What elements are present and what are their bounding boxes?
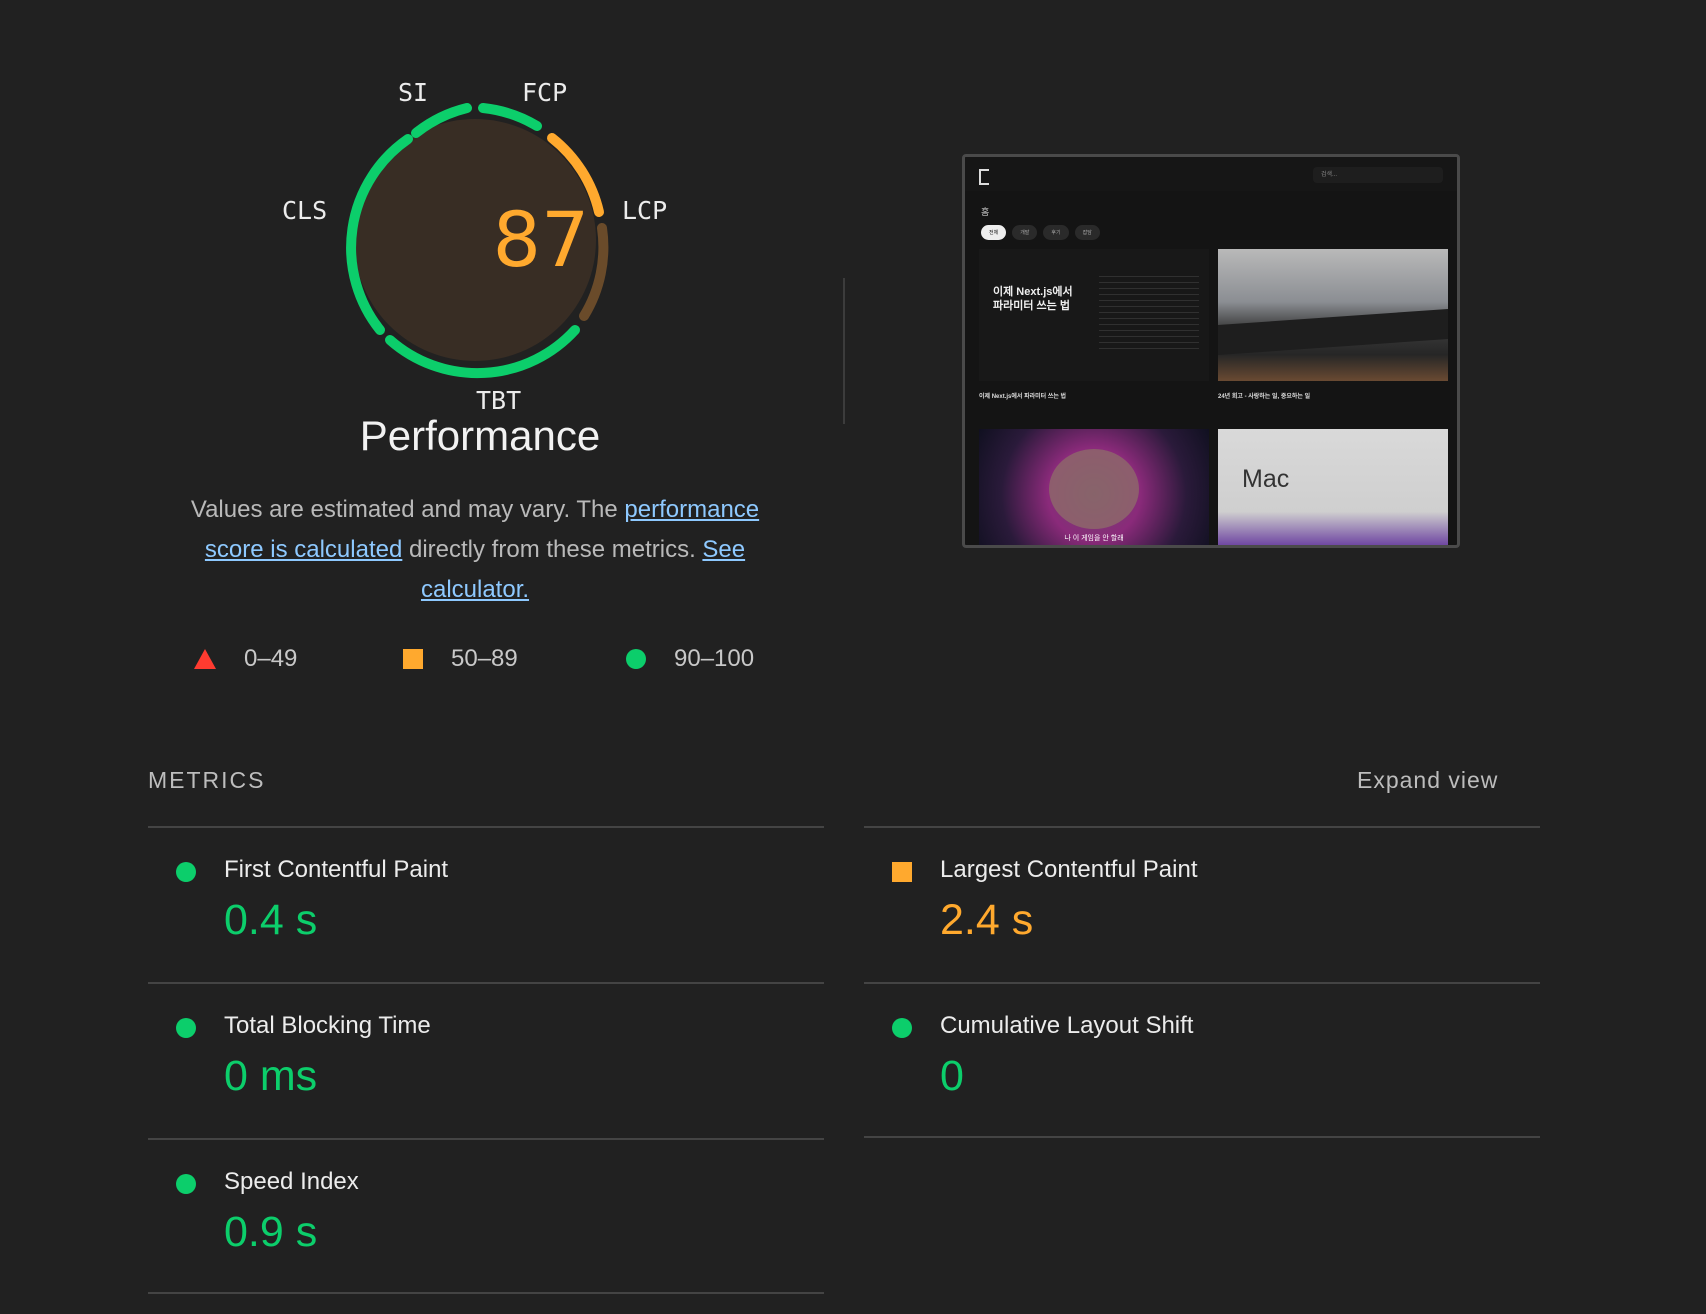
legend-range: 90–100 bbox=[674, 645, 755, 672]
gauge-arc-cls bbox=[346, 134, 413, 335]
vertical-divider bbox=[843, 278, 845, 424]
gauge-label-tbt: TBT bbox=[476, 386, 522, 415]
average-square-icon bbox=[892, 862, 912, 882]
code-thumbnail bbox=[1099, 271, 1199, 351]
description-text-1: Values are estimated and may vary. The bbox=[190, 496, 625, 523]
metric-cumulative-layout-shift: Cumulative Layout Shift 0 bbox=[864, 984, 1524, 1134]
game-thumbnail bbox=[1049, 449, 1139, 529]
preview-caption-title: 이제 Next.js에서 파라미터 쓰는 법 bbox=[979, 394, 1067, 400]
preview-card-mac: Mac bbox=[1218, 429, 1448, 545]
performance-score-link[interactable]: performance score is calculated bbox=[204, 496, 760, 563]
triangle-icon bbox=[194, 649, 216, 669]
roof-thumbnail bbox=[1218, 308, 1448, 356]
metric-name: Cumulative Layout Shift bbox=[940, 1012, 1194, 1039]
divider bbox=[148, 1138, 824, 1140]
preview-home-title: 홈 bbox=[981, 207, 990, 217]
score-description: Values are estimated and may vary. The p… bbox=[160, 490, 790, 610]
metric-value: 0 bbox=[940, 1052, 964, 1100]
preview-tab: 개발 bbox=[1012, 225, 1038, 240]
metric-name: Speed Index bbox=[224, 1168, 359, 1195]
preview-card-game: 나 이 게임을 안 할래 bbox=[979, 429, 1209, 545]
description-text-2: directly from these metrics. bbox=[402, 536, 703, 563]
preview-tab: 잡담 bbox=[1074, 225, 1100, 240]
gauge-ring bbox=[346, 103, 609, 379]
metric-value: 0.4 s bbox=[224, 896, 318, 944]
performance-gauge: 87 SI FCP LCP CLS TBT bbox=[250, 60, 710, 480]
preview-tab: 전체 bbox=[981, 225, 1007, 240]
expand-view-button[interactable]: Expand view bbox=[1357, 767, 1499, 793]
legend-range: 50–89 bbox=[451, 645, 518, 672]
divider bbox=[148, 826, 824, 828]
preview-caption-title: 24년 회고 - 사랑하는 일, 중요하는 일 bbox=[1218, 394, 1311, 400]
legend-item-average: 50–89 bbox=[403, 645, 518, 673]
divider bbox=[148, 1292, 824, 1294]
preview-card-mac-text: Mac bbox=[1242, 465, 1290, 493]
metric-speed-index: Speed Index 0.9 s bbox=[148, 1140, 808, 1290]
preview-tabs: 전체 개발 후기 잡담 bbox=[981, 225, 1100, 240]
metric-value: 0.9 s bbox=[224, 1208, 318, 1256]
gauge-arc-tbt bbox=[385, 325, 580, 379]
preview-search: 검색... bbox=[1313, 167, 1443, 183]
divider bbox=[148, 982, 824, 984]
divider bbox=[864, 1136, 1540, 1138]
metric-name: First Contentful Paint bbox=[224, 856, 449, 883]
gauge-label-cls: CLS bbox=[282, 196, 328, 225]
preview-card-retrospect bbox=[1218, 249, 1448, 381]
gauge-fill bbox=[354, 119, 596, 361]
gauge-arc-remainder bbox=[579, 223, 609, 321]
pass-circle-icon bbox=[176, 862, 196, 882]
legend-range: 0–49 bbox=[244, 645, 298, 672]
metric-name: Total Blocking Time bbox=[224, 1012, 431, 1039]
metric-total-blocking-time: Total Blocking Time 0 ms bbox=[148, 984, 808, 1134]
gauge-label-lcp: LCP bbox=[622, 196, 668, 225]
preview-tab: 후기 bbox=[1043, 225, 1069, 240]
site-logo-icon bbox=[979, 169, 989, 185]
gauge-label-si: SI bbox=[398, 78, 429, 107]
gauge-arc-si bbox=[411, 103, 472, 138]
preview-card-subtitle: 나 이 게임을 안 할래 bbox=[1064, 535, 1124, 542]
divider bbox=[864, 826, 1540, 828]
legend-item-pass: 90–100 bbox=[626, 645, 754, 673]
square-icon bbox=[403, 649, 423, 669]
metric-first-contentful-paint: First Contentful Paint 0.4 s bbox=[148, 828, 808, 978]
metrics-heading: METRICS bbox=[148, 767, 266, 793]
preview-header: 검색... bbox=[965, 157, 1457, 191]
pass-circle-icon bbox=[892, 1018, 912, 1038]
performance-title: Performance bbox=[359, 412, 601, 459]
circle-icon bbox=[626, 649, 646, 669]
see-calculator-link[interactable]: See calculator. bbox=[420, 536, 746, 603]
preview-caption-1: 이제 Next.js에서 파라미터 쓰는 법 bbox=[979, 393, 1209, 402]
preview-card-title: 이제 Next.js에서 파라미터 쓰는 법 bbox=[993, 286, 1073, 312]
performance-score: 87 bbox=[492, 195, 590, 284]
divider bbox=[864, 982, 1540, 984]
gauge-arc-lcp bbox=[547, 133, 604, 217]
page-screenshot-preview[interactable]: 검색... 홈 전체 개발 후기 잡담 이제 Next.js에서 파라미터 쓰는… bbox=[962, 154, 1460, 548]
legend-item-fail: 0–49 bbox=[194, 645, 297, 673]
gauge-label-fcp: FCP bbox=[522, 78, 568, 107]
preview-card-nextjs: 이제 Next.js에서 파라미터 쓰는 법 bbox=[979, 249, 1209, 381]
metric-largest-contentful-paint: Largest Contentful Paint 2.4 s bbox=[864, 828, 1524, 978]
pass-circle-icon bbox=[176, 1174, 196, 1194]
gauge-arc-fcp bbox=[478, 103, 542, 131]
metric-name: Largest Contentful Paint bbox=[940, 856, 1198, 883]
metric-value: 2.4 s bbox=[940, 896, 1034, 944]
preview-caption-2: 24년 회고 - 사랑하는 일, 중요하는 일 bbox=[1218, 393, 1448, 402]
pass-circle-icon bbox=[176, 1018, 196, 1038]
metric-value: 0 ms bbox=[224, 1052, 318, 1100]
